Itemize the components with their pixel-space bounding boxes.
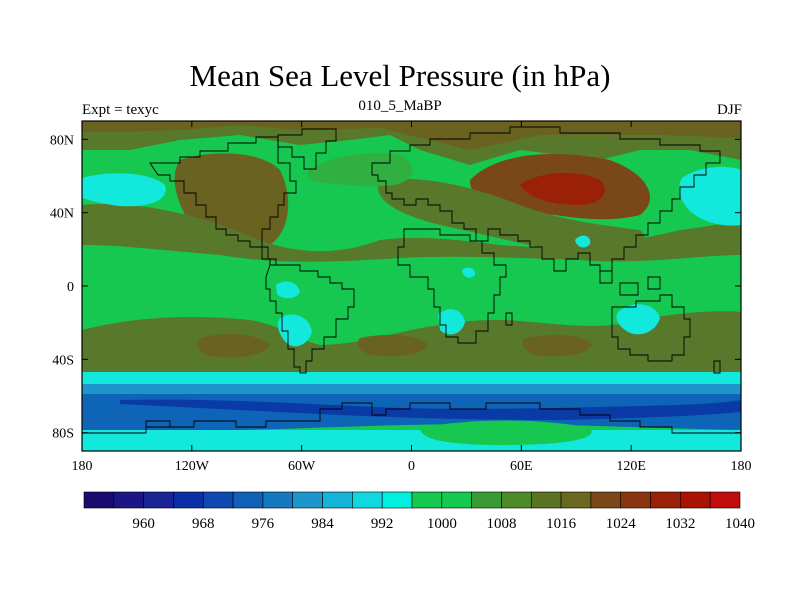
colorbar-label: 976 [252, 516, 275, 532]
lon-tick-label: 120W [175, 459, 210, 474]
colorbar-swatch [202, 491, 234, 509]
lat-tick-label: 80S [52, 427, 74, 442]
colorbar-swatch [709, 491, 741, 509]
continent-outlines [82, 126, 741, 434]
colorbar-swatch [262, 491, 294, 509]
colorbar-swatch [471, 491, 502, 509]
colorbar-swatch [620, 491, 651, 509]
lat-tick-label: 80N [50, 133, 74, 148]
colorbar-label: 1000 [427, 516, 457, 532]
colorbar-swatch [352, 491, 383, 509]
lon-tick-label: 120E [616, 459, 646, 474]
lat-tick-label: 40N [50, 207, 74, 222]
colorbar-label: 1024 [606, 516, 637, 532]
colorbar-swatch [232, 491, 264, 509]
colorbar-swatch [83, 491, 115, 509]
colorbar-swatch [590, 491, 622, 509]
colorbar-swatch [680, 491, 711, 509]
colorbar-swatch [501, 491, 532, 509]
lon-tick-label: 60E [510, 459, 533, 474]
lon-tick-label: 180 [731, 459, 752, 474]
chart-title: Mean Sea Level Pressure (in hPa) [189, 58, 611, 93]
colorbar-swatch [322, 491, 353, 509]
colorbar-label: 960 [132, 516, 155, 532]
pressure-field [82, 121, 741, 451]
colorbar-swatch [560, 491, 592, 509]
lat-tick-label: 0 [67, 280, 74, 295]
colorbar-label: 1008 [486, 516, 516, 532]
season-label: DJF [716, 102, 742, 118]
axis-ticks: 80N 40N 0 40S 80S 180 120W 60W 0 60E 120E 180 [50, 121, 752, 474]
colorbar-swatch [411, 491, 443, 509]
colorbar-label: 1016 [546, 516, 577, 532]
colorbar-label: 992 [371, 516, 394, 532]
colorbar-label: 968 [192, 516, 215, 532]
colorbar-swatch [113, 491, 144, 509]
colorbar-swatch [530, 491, 562, 509]
colorbar-swatch [381, 491, 413, 509]
lat-tick-label: 40S [52, 353, 74, 368]
colorbar-swatch [441, 491, 472, 509]
lon-tick-label: 180 [72, 459, 93, 474]
lon-tick-label: 60W [288, 459, 316, 474]
colorbar-label: 984 [311, 516, 334, 532]
lon-tick-label: 0 [408, 459, 415, 474]
colorbar-swatch [292, 491, 323, 509]
colorbar-swatch [143, 491, 174, 509]
experiment-label: Expt = texyc [82, 102, 159, 118]
colorbar: 960 968 976 984 992 1000 1008 1016 1024 1032 1040 [83, 491, 755, 532]
period-label: 010_5_MaBP [358, 98, 442, 114]
colorbar-swatch [650, 491, 681, 509]
colorbar-label: 1040 [725, 516, 755, 532]
colorbar-label: 1032 [665, 516, 695, 532]
colorbar-swatch [173, 491, 204, 509]
